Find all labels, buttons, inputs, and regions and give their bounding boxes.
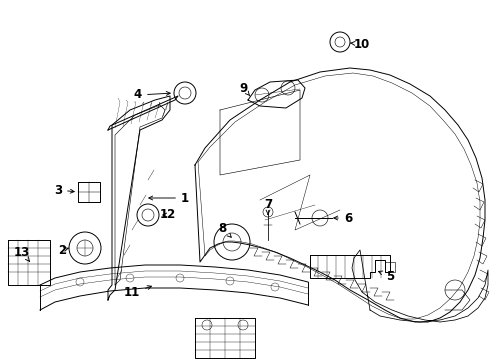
Text: 6: 6 xyxy=(334,211,352,225)
Text: 1: 1 xyxy=(149,192,189,204)
Text: 7: 7 xyxy=(264,198,272,215)
Text: 5: 5 xyxy=(378,270,394,283)
Text: 4: 4 xyxy=(134,89,170,102)
Text: 9: 9 xyxy=(239,81,250,96)
Text: 13: 13 xyxy=(14,246,30,261)
Text: 3: 3 xyxy=(54,184,74,197)
Text: 12: 12 xyxy=(160,208,176,221)
Text: 8: 8 xyxy=(218,221,231,237)
Text: 2: 2 xyxy=(58,243,69,256)
Text: 11: 11 xyxy=(124,286,151,300)
Text: 10: 10 xyxy=(351,37,370,50)
